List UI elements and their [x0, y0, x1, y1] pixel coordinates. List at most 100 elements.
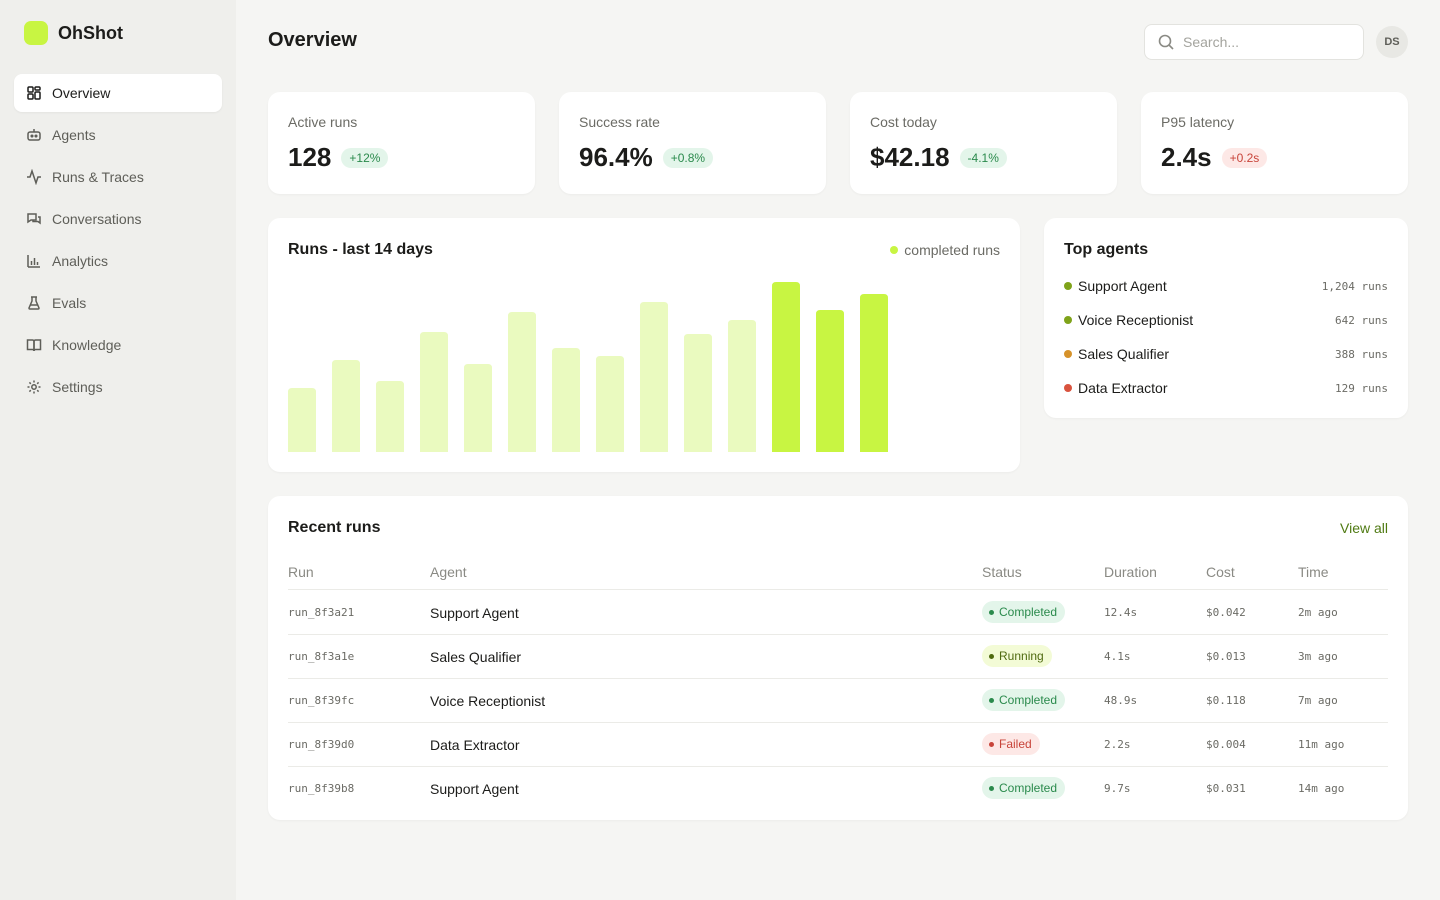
- kpi-label: P95 latency: [1161, 114, 1235, 130]
- chart-bar[interactable]: [728, 320, 756, 452]
- chart-bar[interactable]: [816, 310, 844, 452]
- run-id[interactable]: run_8f39b8: [288, 782, 355, 795]
- status-badge: Completed: [982, 777, 1066, 799]
- brand-logo: [24, 21, 48, 45]
- chart-bar[interactable]: [596, 356, 624, 452]
- chat-icon: [27, 213, 41, 225]
- run-duration: 48.9s: [1104, 694, 1138, 707]
- kpi-card-success-rate: Success rate 96.4% +0.8%: [559, 92, 826, 194]
- kpi-card-p95-latency: P95 latency 2.4s +0.2s: [1141, 92, 1408, 194]
- view-all-link[interactable]: View all: [1340, 520, 1388, 536]
- chart-bar[interactable]: [420, 332, 448, 452]
- chart-bar[interactable]: [772, 282, 800, 452]
- status-label: Completed: [999, 693, 1058, 707]
- kpi-card-active-runs: Active runs 128 +12%: [268, 92, 535, 194]
- runs-bar-chart: [288, 282, 888, 452]
- table-row[interactable]: run_8f3a21 Support Agent Completed 12.4s $0.…: [288, 591, 1388, 635]
- gear-icon: [27, 380, 41, 394]
- chart-bar[interactable]: [552, 348, 580, 452]
- run-cost: $0.013: [1206, 650, 1246, 663]
- grid-icon: [27, 86, 41, 100]
- chart-bar[interactable]: [376, 381, 404, 452]
- run-time: 14m ago: [1298, 782, 1345, 795]
- sidebar-item-conversations[interactable]: Conversations: [14, 200, 222, 238]
- run-cost: $0.031: [1206, 782, 1246, 795]
- chart-title: Runs - last 14 days: [288, 241, 433, 258]
- chart-bar[interactable]: [508, 312, 536, 452]
- table-row[interactable]: run_8f39fc Voice Receptionist Completed 48.…: [288, 679, 1388, 723]
- agent-name: Data Extractor: [1078, 380, 1168, 396]
- sidebar-item-analytics[interactable]: Analytics: [14, 242, 222, 280]
- chart-bar[interactable]: [684, 334, 712, 452]
- agent-name: Sales Qualifier: [1078, 346, 1170, 362]
- status-badge: Running: [982, 645, 1052, 667]
- agent-color-dot: [1064, 350, 1072, 358]
- avatar[interactable]: DS: [1376, 26, 1408, 58]
- run-duration: 9.7s: [1104, 782, 1131, 795]
- run-agent: Support Agent: [430, 605, 519, 621]
- run-id[interactable]: run_8f39fc: [288, 694, 355, 707]
- page-title: Overview: [268, 29, 357, 51]
- run-time: 7m ago: [1298, 694, 1338, 707]
- column-header-cost[interactable]: Cost: [1206, 564, 1235, 580]
- run-cost: $0.118: [1206, 694, 1246, 707]
- kpi-value: 2.4s: [1161, 142, 1212, 172]
- column-header-duration[interactable]: Duration: [1104, 564, 1157, 580]
- sidebar-item-runs-traces[interactable]: Runs & Traces: [14, 158, 222, 196]
- top-agent-row[interactable]: Data Extractor 129 runs: [1064, 378, 1388, 398]
- sidebar-item-settings[interactable]: Settings: [14, 368, 222, 406]
- sidebar-item-overview[interactable]: Overview: [14, 74, 222, 112]
- status-badge: Failed: [982, 733, 1040, 755]
- column-header-agent[interactable]: Agent: [430, 564, 467, 580]
- runs-chart-card: Runs - last 14 days completed runs: [268, 218, 1020, 472]
- agent-runs: 129 runs: [1335, 381, 1388, 395]
- sidebar-item-evals[interactable]: Evals: [14, 284, 222, 322]
- sidebar-item-label: Agents: [52, 127, 96, 143]
- agent-name: Support Agent: [1078, 278, 1167, 294]
- sidebar: OhShot Overview Agents Runs & Traces Con…: [0, 0, 236, 900]
- chart-bar[interactable]: [464, 364, 492, 452]
- table-header: Run Agent Status Duration Cost Time: [288, 564, 1388, 590]
- search-box[interactable]: [1144, 24, 1364, 60]
- chart-bar[interactable]: [640, 302, 668, 452]
- run-time: 3m ago: [1298, 650, 1338, 663]
- chart-bar[interactable]: [332, 360, 360, 452]
- top-agent-row[interactable]: Sales Qualifier 388 runs: [1064, 344, 1388, 364]
- agent-runs: 1,204 runs: [1321, 279, 1388, 293]
- kpi-delta-badge: +12%: [341, 147, 389, 168]
- chart-bar[interactable]: [288, 388, 316, 452]
- run-id[interactable]: run_8f3a1e: [288, 650, 355, 663]
- kpi-label: Success rate: [579, 114, 660, 130]
- top-agent-row[interactable]: Support Agent 1,204 runs: [1064, 276, 1388, 296]
- activity-icon: [27, 169, 41, 185]
- sidebar-item-label: Conversations: [52, 211, 142, 227]
- chart-legend: completed runs: [890, 242, 1000, 258]
- table-row[interactable]: run_8f39d0 Data Extractor Failed 2.2s $0.004…: [288, 723, 1388, 767]
- legend-swatch: [890, 246, 899, 254]
- kpi-delta-badge: -4.1%: [959, 147, 1007, 168]
- sidebar-item-label: Overview: [52, 85, 111, 101]
- top-agents-title: Top agents: [1064, 241, 1149, 258]
- sidebar-item-agents[interactable]: Agents: [14, 116, 222, 154]
- column-header-status[interactable]: Status: [982, 564, 1022, 580]
- kpi-label: Active runs: [288, 114, 358, 130]
- brand[interactable]: OhShot: [24, 21, 123, 45]
- recent-runs-card: Recent runs View all Run Agent Status Du…: [268, 496, 1408, 820]
- run-agent: Sales Qualifier: [430, 649, 522, 665]
- column-header-time[interactable]: Time: [1298, 564, 1329, 580]
- table-row[interactable]: run_8f3a1e Sales Qualifier Running 4.1s $0.0…: [288, 635, 1388, 679]
- search-input[interactable]: [1183, 34, 1353, 50]
- table-row[interactable]: run_8f39b8 Support Agent Completed 9.7s $0.0…: [288, 767, 1388, 811]
- run-agent: Support Agent: [430, 781, 519, 797]
- status-dot: [989, 697, 994, 703]
- sidebar-item-label: Evals: [52, 295, 87, 311]
- sidebar-item-knowledge[interactable]: Knowledge: [14, 326, 222, 364]
- run-id[interactable]: run_8f39d0: [288, 738, 355, 751]
- chart-bar[interactable]: [860, 294, 888, 452]
- column-header-run[interactable]: Run: [288, 564, 314, 580]
- run-id[interactable]: run_8f3a21: [288, 606, 355, 619]
- status-badge: Completed: [982, 601, 1066, 623]
- top-agent-row[interactable]: Voice Receptionist 642 runs: [1064, 310, 1388, 330]
- status-dot: [989, 741, 994, 747]
- book-icon: [26, 339, 42, 352]
